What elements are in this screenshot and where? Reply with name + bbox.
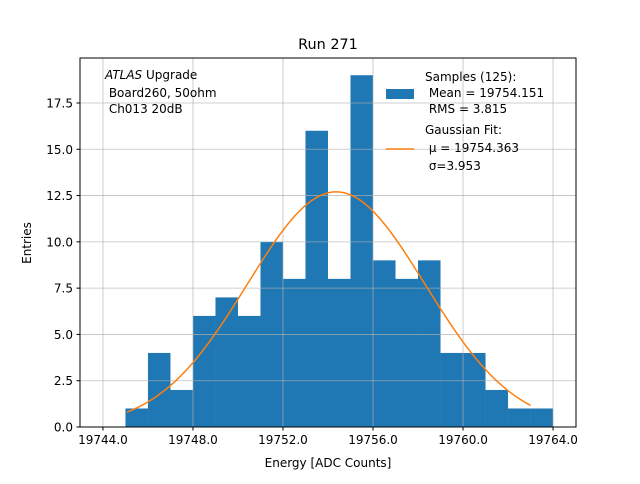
legend-hist-line1: Samples (125):	[425, 70, 516, 84]
histogram-bar	[373, 260, 396, 427]
x-tick-label: 19756.0	[348, 433, 398, 447]
fit-group	[126, 191, 531, 413]
y-tick-label: 17.5	[46, 96, 73, 110]
legend-fit-line2: μ = 19754.363	[425, 141, 519, 155]
histogram-bar	[485, 389, 509, 427]
plot-frame	[79, 57, 577, 428]
x-tick-label: 19764.0	[528, 433, 578, 447]
histogram-bar	[463, 352, 486, 427]
y-tick-label: 2.5	[54, 374, 73, 388]
y-tick-label: 15.0	[46, 143, 73, 157]
histogram-bar	[215, 297, 238, 427]
annotation: ATLAS Upgrade Board260, 50ohm Ch013 20dB	[104, 68, 217, 116]
histogram-bar	[418, 260, 441, 427]
legend: Samples (125): Mean = 19754.151 RMS = 3.…	[386, 70, 544, 173]
histogram-bar	[530, 408, 554, 427]
ticks: 19744.0 19748.0 19752.0 19756.0 19760.0 19764…	[46, 96, 578, 447]
histogram-bar	[395, 278, 419, 427]
histogram-bar	[508, 408, 531, 427]
legend-hist-line3: RMS = 3.815	[425, 102, 507, 116]
annotation-board: Board260, 50ohm	[105, 86, 217, 100]
y-axis-label: Entries	[20, 222, 34, 264]
legend-fit-line1: Gaussian Fit:	[425, 123, 502, 137]
histogram-bar	[350, 75, 374, 428]
y-tick-label: 0.0	[54, 421, 73, 435]
chart-title: Run 271	[298, 37, 358, 53]
histogram-bar	[170, 389, 193, 427]
legend-fit-line3: σ=3.953	[425, 159, 481, 173]
histogram-bar	[192, 315, 216, 427]
y-tick-label: 12.5	[46, 189, 73, 203]
histogram-bar	[328, 278, 351, 427]
gaussian-fit-line	[126, 191, 531, 413]
x-tick-label: 19748.0	[168, 433, 218, 447]
histogram-bar	[147, 352, 171, 427]
histogram-bar	[125, 408, 148, 427]
annotation-atlas: ATLAS	[104, 68, 143, 82]
y-tick-label: 10.0	[46, 235, 73, 249]
histogram-bar	[305, 130, 328, 427]
annotation-channel: Ch013 20dB	[105, 102, 183, 116]
svg-text:ATLAS Upgrade: ATLAS Upgrade	[104, 68, 197, 82]
histogram-bar	[440, 352, 464, 427]
histogram-bar	[282, 278, 306, 427]
annotation-upgrade: Upgrade	[142, 68, 197, 82]
legend-hist-line2: Mean = 19754.151	[425, 86, 544, 100]
histogram-bar	[237, 315, 261, 427]
legend-hist-swatch	[386, 89, 414, 99]
y-tick-label: 7.5	[54, 282, 73, 296]
x-tick-label: 19744.0	[78, 433, 128, 447]
y-tick-label: 5.0	[54, 328, 73, 342]
x-tick-label: 19760.0	[438, 433, 488, 447]
x-tick-label: 19752.0	[258, 433, 308, 447]
x-axis-label: Energy [ADC Counts]	[265, 456, 392, 470]
